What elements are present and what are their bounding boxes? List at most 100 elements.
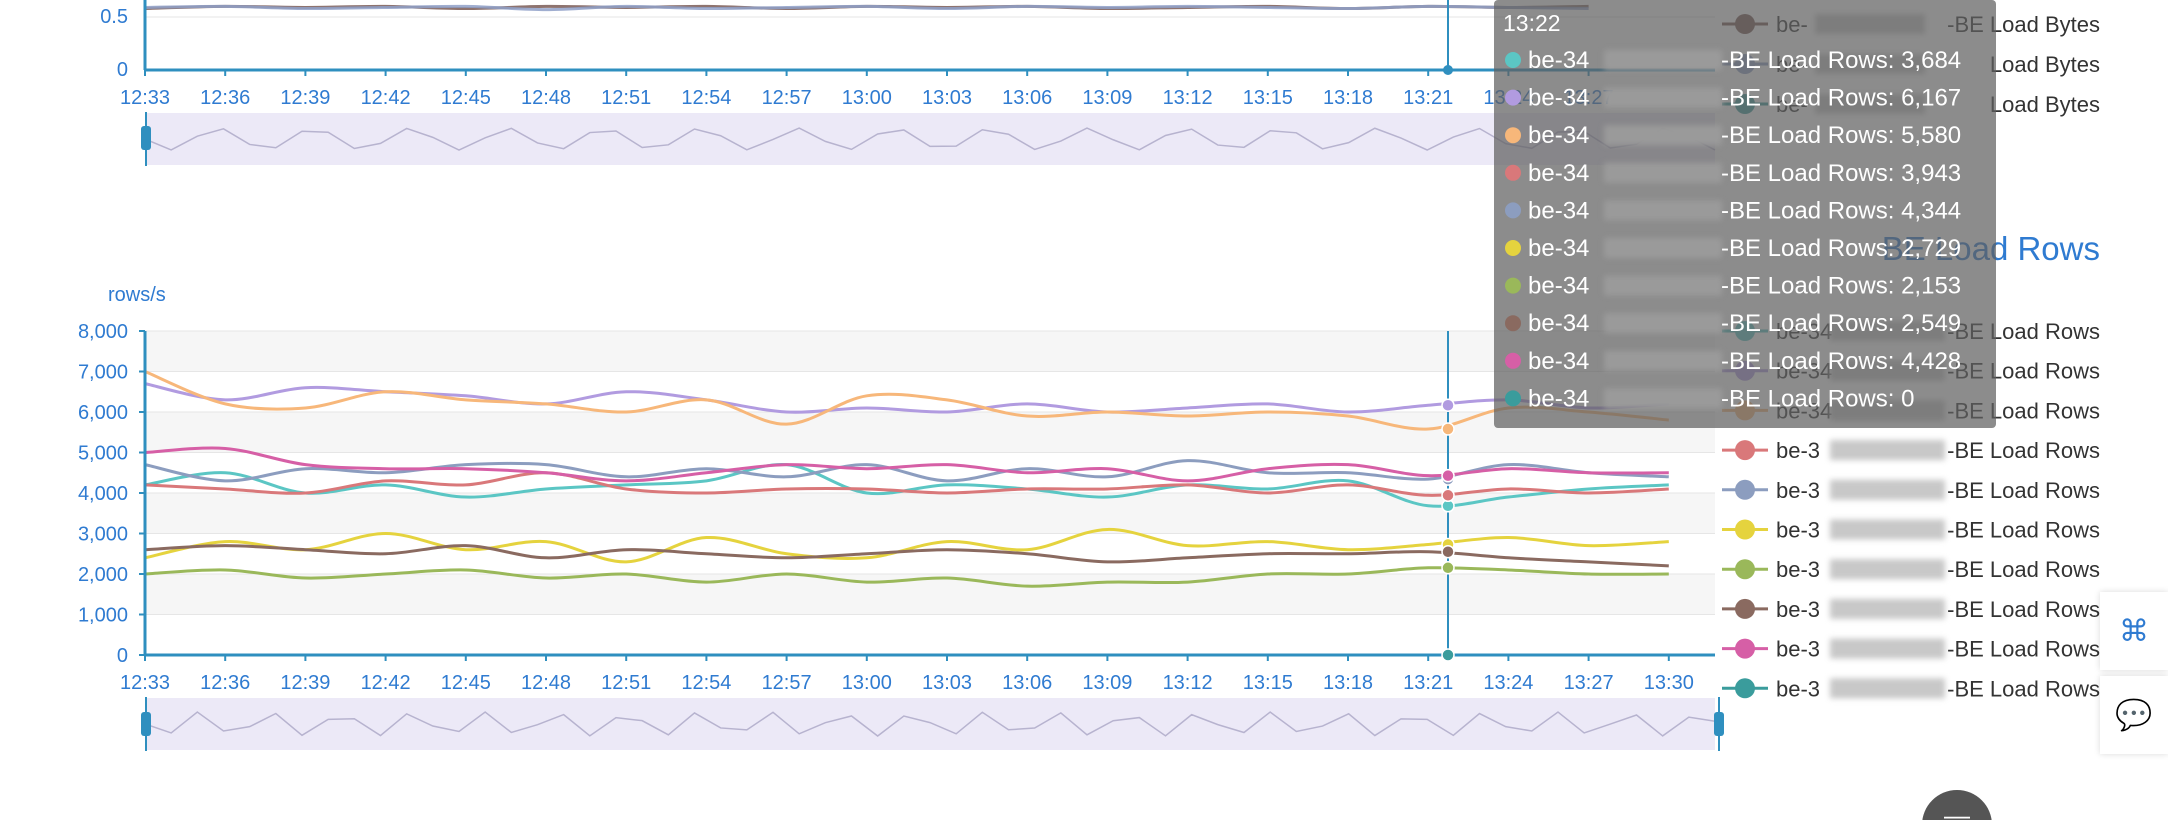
- legend-dot[interactable]: [1735, 678, 1755, 699]
- tooltip-prefix: be-34: [1528, 197, 1589, 224]
- legend-dot[interactable]: [1735, 638, 1755, 659]
- tooltip-prefix: be-34: [1528, 160, 1589, 187]
- x-tick-label: 13:18: [1323, 672, 1373, 694]
- cursor-point: [1441, 545, 1455, 559]
- top-x-tick-label: 12:42: [361, 87, 411, 109]
- legend-label[interactable]: be-3: [1776, 438, 1820, 463]
- y-tick-label: 6,000: [78, 402, 128, 424]
- cursor-point: [1441, 648, 1455, 662]
- series-line: [144, 370, 1669, 431]
- y-tick-label: 7,000: [78, 362, 128, 384]
- y-tick-label: 4,000: [78, 483, 128, 505]
- y-tick-label: 1,000: [78, 605, 128, 627]
- legend-dot[interactable]: [1735, 440, 1755, 461]
- cursor-point: [1441, 468, 1455, 483]
- cursor-point: [1441, 422, 1455, 436]
- legend-label[interactable]: -BE Load Rows: [1947, 438, 2100, 463]
- blurred-redaction: [1830, 559, 1945, 580]
- tooltip-value: -BE Load Rows: 3,684: [1721, 47, 1961, 74]
- tooltip-prefix: be-34: [1528, 122, 1589, 149]
- top-x-tick-label: 12:48: [521, 87, 571, 109]
- legend-dot[interactable]: [1735, 479, 1755, 500]
- x-tick-label: 13:21: [1403, 672, 1453, 694]
- top-zoom-slider[interactable]: [145, 113, 1715, 165]
- legend-label[interactable]: be-3: [1776, 478, 1820, 503]
- tooltip-dot: [1505, 352, 1521, 369]
- blurred-redaction: [1830, 638, 1945, 659]
- legend-label[interactable]: be-3: [1776, 518, 1820, 543]
- top-x-tick-label: 13:03: [922, 87, 972, 109]
- top-legend-label[interactable]: Load Bytes: [1990, 52, 2100, 77]
- y-tick-label: 0: [117, 645, 128, 667]
- top-x-tick-label: 12:51: [601, 87, 651, 109]
- x-tick-label: 12:57: [762, 672, 812, 694]
- top-x-tick-label: 13:18: [1323, 87, 1373, 109]
- x-tick-label: 13:06: [1002, 672, 1052, 694]
- legend-label[interactable]: be-3: [1776, 557, 1820, 582]
- x-tick-label: 12:48: [521, 672, 571, 694]
- legend-label[interactable]: be-3: [1776, 637, 1820, 662]
- tooltip-prefix: be-34: [1528, 47, 1589, 74]
- tooltip-value: -BE Load Rows: 4,428: [1721, 348, 1961, 375]
- tooltip-prefix: be-34: [1528, 385, 1589, 412]
- tooltip-time: 13:22: [1503, 10, 1561, 36]
- legend-label[interactable]: be-3: [1776, 676, 1820, 701]
- tooltip-value: -BE Load Rows: 3,943: [1721, 160, 1961, 187]
- top-cursor-dot: [1443, 65, 1453, 75]
- cursor-point: [1441, 561, 1455, 575]
- top-x-tick-label: 12:36: [200, 87, 250, 109]
- x-tick-label: 12:33: [120, 672, 170, 694]
- tooltip-dot: [1505, 52, 1521, 68]
- legend-label[interactable]: -BE Load Rows: [1947, 597, 2100, 622]
- tooltip-value: -BE Load Rows: 5,580: [1721, 122, 1961, 149]
- zoom-slider[interactable]: [145, 698, 1715, 750]
- tooltip-value: -BE Load Rows: 2,549: [1721, 310, 1961, 337]
- cluster-icon[interactable]: ⌘: [2100, 592, 2168, 670]
- series-line: [144, 527, 1669, 564]
- series-line: [144, 471, 1669, 497]
- tooltip-prefix: be-34: [1528, 273, 1589, 300]
- blurred-redaction: [1604, 87, 1722, 108]
- top-x-tick-label: 13:21: [1403, 87, 1453, 109]
- series-line: [144, 382, 1669, 414]
- x-tick-label: 12:51: [601, 672, 651, 694]
- blurred-redaction: [1830, 479, 1945, 500]
- grid-band: [145, 412, 1715, 453]
- legend-label[interactable]: -BE Load Rows: [1947, 518, 2100, 543]
- x-tick-label: 13:00: [842, 672, 892, 694]
- top-x-tick-label: 13:06: [1002, 87, 1052, 109]
- x-tick-label: 13:15: [1243, 672, 1293, 694]
- legend-dot[interactable]: [1735, 598, 1755, 619]
- legend-label[interactable]: -BE Load Rows: [1947, 637, 2100, 662]
- blurred-redaction: [1604, 125, 1722, 146]
- top-y-tick-label: 0: [117, 59, 128, 81]
- y-tick-label: 2,000: [78, 564, 128, 586]
- legend-label[interactable]: be-3: [1776, 597, 1820, 622]
- legend-label[interactable]: -BE Load Rows: [1947, 676, 2100, 701]
- tooltip-prefix: be-34: [1528, 310, 1589, 337]
- legend-dot[interactable]: [1735, 519, 1755, 540]
- y-tick-label: 3,000: [78, 524, 128, 546]
- tooltip-value: -BE Load Rows: 4,344: [1721, 197, 1961, 224]
- legend-label[interactable]: -BE Load Rows: [1947, 478, 2100, 503]
- top-x-tick-label: 12:39: [280, 87, 330, 109]
- tooltip-prefix: be-34: [1528, 85, 1589, 112]
- blurred-redaction: [1604, 313, 1722, 334]
- top-series-line: [144, 4, 1589, 12]
- tooltip-dot: [1505, 390, 1521, 407]
- legend-dot[interactable]: [1735, 559, 1755, 580]
- grid-band: [145, 493, 1715, 534]
- tooltip-dot: [1505, 164, 1521, 181]
- tooltip-dot: [1505, 240, 1521, 256]
- legend-label[interactable]: -BE Load Rows: [1947, 557, 2100, 582]
- top-x-tick-label: 13:00: [842, 87, 892, 109]
- top-legend-label[interactable]: Load Bytes: [1990, 92, 2100, 117]
- blurred-redaction: [1604, 238, 1722, 258]
- cursor-point: [1441, 398, 1455, 412]
- x-tick-label: 12:45: [441, 672, 491, 694]
- blurred-redaction: [1604, 275, 1722, 296]
- grid-band: [145, 331, 1715, 372]
- chat-icon[interactable]: 💬: [2100, 676, 2168, 754]
